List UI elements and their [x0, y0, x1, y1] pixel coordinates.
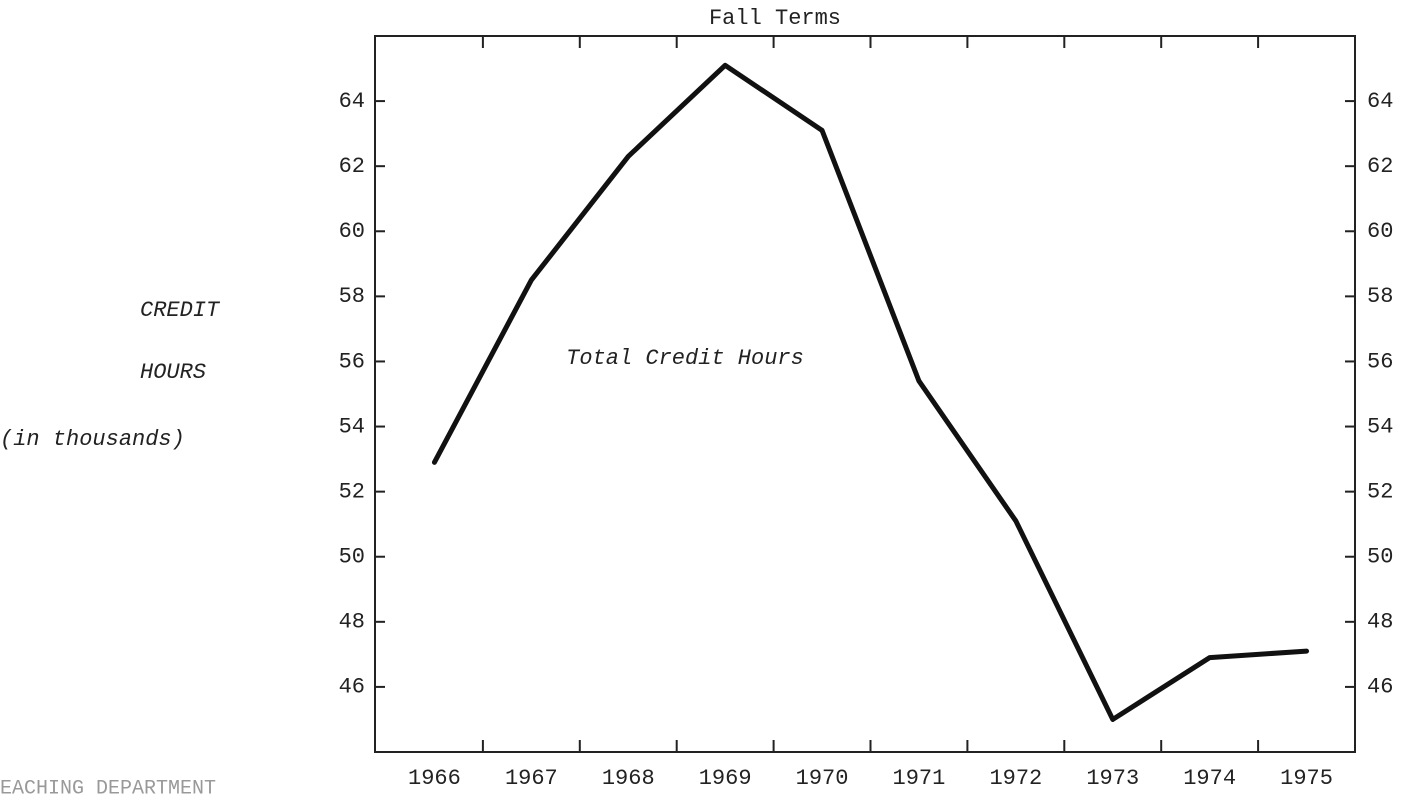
- x-tick-label: 1967: [505, 766, 558, 791]
- y-tick-label: 52: [339, 479, 365, 504]
- x-tick-label: 1975: [1280, 766, 1333, 791]
- y-tick-label: 58: [339, 284, 365, 309]
- y-axis-label: HOURS: [140, 360, 206, 385]
- y-tick-label: 48: [339, 610, 365, 635]
- y-tick-label-right: 48: [1367, 610, 1393, 635]
- x-tick-label: 1970: [796, 766, 849, 791]
- x-tick-label: 1969: [699, 766, 752, 791]
- y-tick-label-right: 56: [1367, 349, 1393, 374]
- y-tick-label-right: 58: [1367, 284, 1393, 309]
- y-tick-label: 60: [339, 219, 365, 244]
- plot-frame: [374, 35, 1356, 753]
- x-tick-label: 1968: [602, 766, 655, 791]
- x-tick-label: 1971: [893, 766, 946, 791]
- x-tick-label: 1972: [989, 766, 1042, 791]
- annotation: Total Credit Hours: [566, 346, 804, 371]
- x-tick-label: 1974: [1183, 766, 1236, 791]
- y-tick-label: 54: [339, 414, 365, 439]
- y-tick-label-right: 46: [1367, 675, 1393, 700]
- y-axis-label: (in thousands): [0, 427, 185, 452]
- y-axis-label: CREDIT: [140, 298, 221, 323]
- y-tick-label: 46: [339, 675, 365, 700]
- y-tick-label-right: 62: [1367, 154, 1393, 179]
- chart-title: Fall Terms: [709, 6, 841, 31]
- y-tick-label-right: 64: [1367, 89, 1393, 114]
- y-tick-label: 64: [339, 89, 365, 114]
- y-tick-label: 50: [339, 545, 365, 570]
- y-tick-label-right: 54: [1367, 414, 1393, 439]
- x-tick-label: 1966: [408, 766, 461, 791]
- y-tick-label-right: 52: [1367, 479, 1393, 504]
- data-line: [431, 62, 1310, 722]
- y-tick-label: 62: [339, 154, 365, 179]
- y-tick-label-right: 60: [1367, 219, 1393, 244]
- footer-text: EACHING DEPARTMENT: [0, 777, 216, 796]
- y-tick-label-right: 50: [1367, 545, 1393, 570]
- y-tick-label: 56: [339, 349, 365, 374]
- x-tick-label: 1973: [1086, 766, 1139, 791]
